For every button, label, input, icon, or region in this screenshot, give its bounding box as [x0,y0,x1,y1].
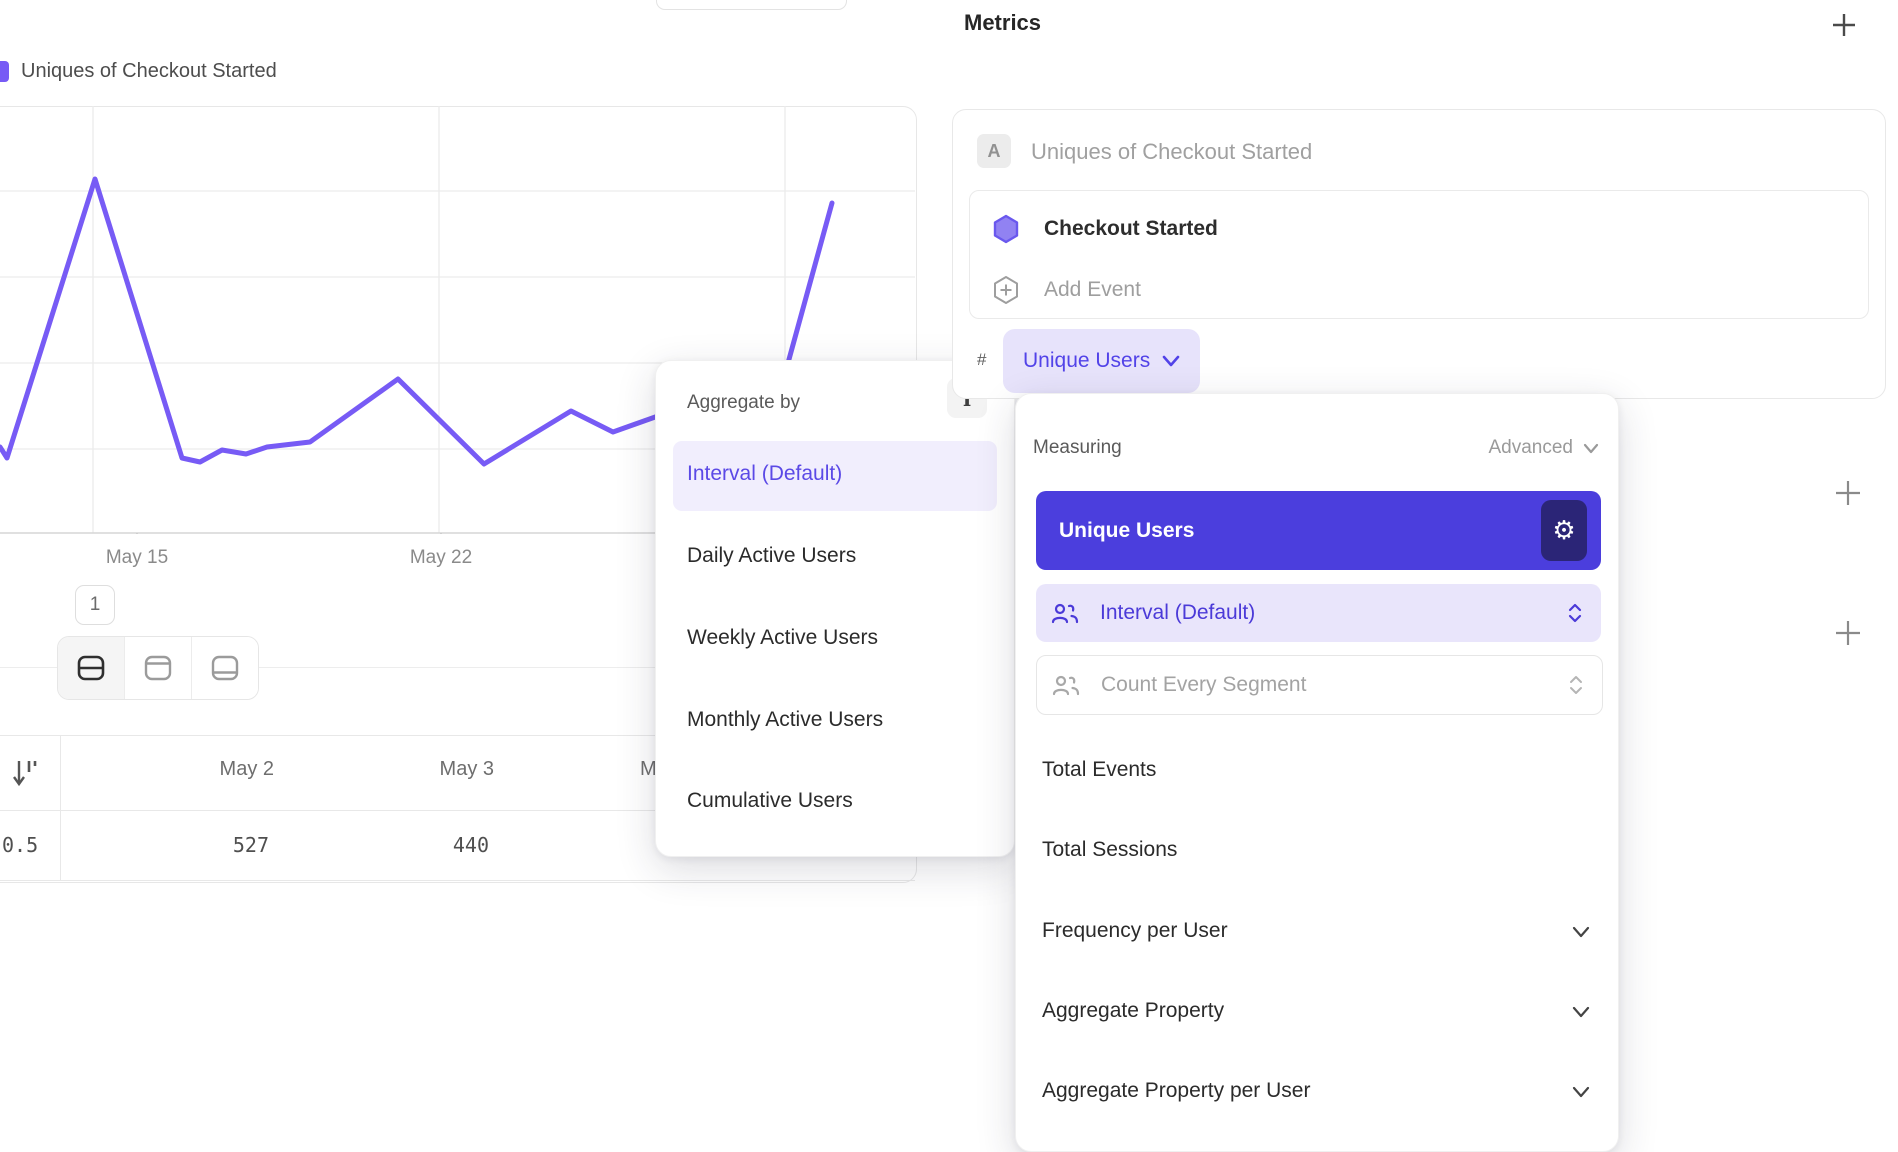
table-row-label: 0.5 [2,833,39,857]
measure-option-total-events[interactable]: Total Events [1042,758,1157,781]
aggregate-item-label: Interval (Default) [687,462,843,485]
aggregate-by-popup: Aggregate by i Interval (Default) Daily … [655,360,1015,857]
measure-option-total-sessions[interactable]: Total Sessions [1042,838,1178,861]
layout-toggle-chart[interactable] [125,637,192,699]
top-cut-button[interactable] [656,0,847,10]
table-view-icon [211,655,239,681]
metric-letter-badge: A [977,134,1011,168]
series-page-label: 1 [89,594,101,615]
table-border-bottom [0,880,915,881]
event-row-checkout-started[interactable]: Checkout Started [992,214,1218,244]
aggregate-item-interval-default[interactable]: Interval (Default) [673,441,997,511]
aggregate-by-title: Aggregate by [687,392,801,413]
interval-select[interactable]: Interval (Default) [1036,584,1601,642]
chevron-down-icon[interactable] [1572,926,1590,938]
table-column-separator [60,735,61,880]
add-filter-icon[interactable] [1832,477,1864,509]
measure-option-unique-users-selected[interactable]: Unique Users ⚙ [1036,491,1601,570]
legend-swatch-icon [0,60,9,82]
sort-descending-icon[interactable] [13,755,39,791]
table-header-may3[interactable]: May 3 [439,758,494,780]
table-header-cut[interactable]: M [640,758,657,780]
advanced-label: Advanced [1488,437,1573,458]
card-divider [0,667,915,668]
measuring-title: Measuring [1033,437,1122,458]
aggregate-item-monthly-active-users[interactable]: Monthly Active Users [687,708,884,731]
aggregate-item-cumulative-users[interactable]: Cumulative Users [687,789,853,812]
add-breakdown-icon[interactable] [1832,617,1864,649]
event-hexagon-icon [993,214,1019,244]
select-updown-icon [1568,603,1582,623]
split-view-icon [77,655,105,681]
count-every-segment-label: Count Every Segment [1101,673,1307,696]
selected-measure-label: Unique Users [1059,518,1195,542]
add-event-label: Add Event [1044,278,1141,301]
count-every-segment-select[interactable]: Count Every Segment [1036,655,1603,715]
measure-option-frequency-per-user[interactable]: Frequency per User [1042,919,1228,942]
people-icon [1051,603,1079,624]
layout-toggle-table[interactable] [192,637,258,699]
table-border-top [0,735,915,736]
measure-settings-button[interactable]: ⚙ [1541,500,1587,561]
chevron-down-icon [1162,355,1180,367]
table-border-header [0,810,915,811]
event-card: Checkout Started Add Event [969,190,1869,319]
hash-symbol: # [977,350,987,369]
table-cell-may3: 440 [452,833,489,857]
chevron-down-icon[interactable] [1572,1086,1590,1098]
layout-toggle-group [57,636,259,700]
legend-label: Uniques of Checkout Started [21,59,277,82]
advanced-dropdown[interactable]: Advanced [1488,437,1599,459]
event-name: Checkout Started [1044,217,1218,240]
layout-toggle-split[interactable] [58,637,125,699]
table-header-may2[interactable]: May 2 [219,758,274,780]
aggregate-item-weekly-active-users[interactable]: Weekly Active Users [687,626,878,649]
unique-users-chip[interactable]: Unique Users [1003,329,1201,393]
chart-view-icon [144,655,172,681]
gear-icon: ⚙ [1552,515,1576,546]
interval-select-label: Interval (Default) [1100,601,1256,624]
add-event-icon [994,276,1018,304]
metric-name[interactable]: Uniques of Checkout Started [1031,139,1313,164]
select-updown-icon [1570,676,1582,694]
unique-users-chip-label: Unique Users [1023,349,1151,372]
people-icon [1052,675,1080,696]
series-page-button[interactable]: 1 [75,585,115,625]
aggregate-item-daily-active-users[interactable]: Daily Active Users [687,544,857,567]
add-metric-icon[interactable] [1830,11,1858,39]
measure-option-aggregate-property[interactable]: Aggregate Property [1042,999,1225,1022]
x-axis-label-may15: May 15 [105,547,169,568]
add-event-row[interactable]: Add Event [992,275,1141,305]
x-axis-label-may22: May 22 [409,547,473,568]
metric-a-card: A Uniques of Checkout Started Checkout S… [952,109,1886,399]
chevron-down-icon[interactable] [1572,1006,1590,1018]
chart-legend: Uniques of Checkout Started [0,60,277,82]
chevron-down-icon [1583,443,1599,453]
table-cell-may2: 527 [232,833,269,857]
measuring-popup: Measuring Advanced Unique Users ⚙ Interv… [1015,393,1619,1152]
measure-option-aggregate-property-per-user[interactable]: Aggregate Property per User [1042,1079,1311,1102]
metric-letter: A [987,140,1001,161]
metrics-panel-title: Metrics [964,10,1042,35]
